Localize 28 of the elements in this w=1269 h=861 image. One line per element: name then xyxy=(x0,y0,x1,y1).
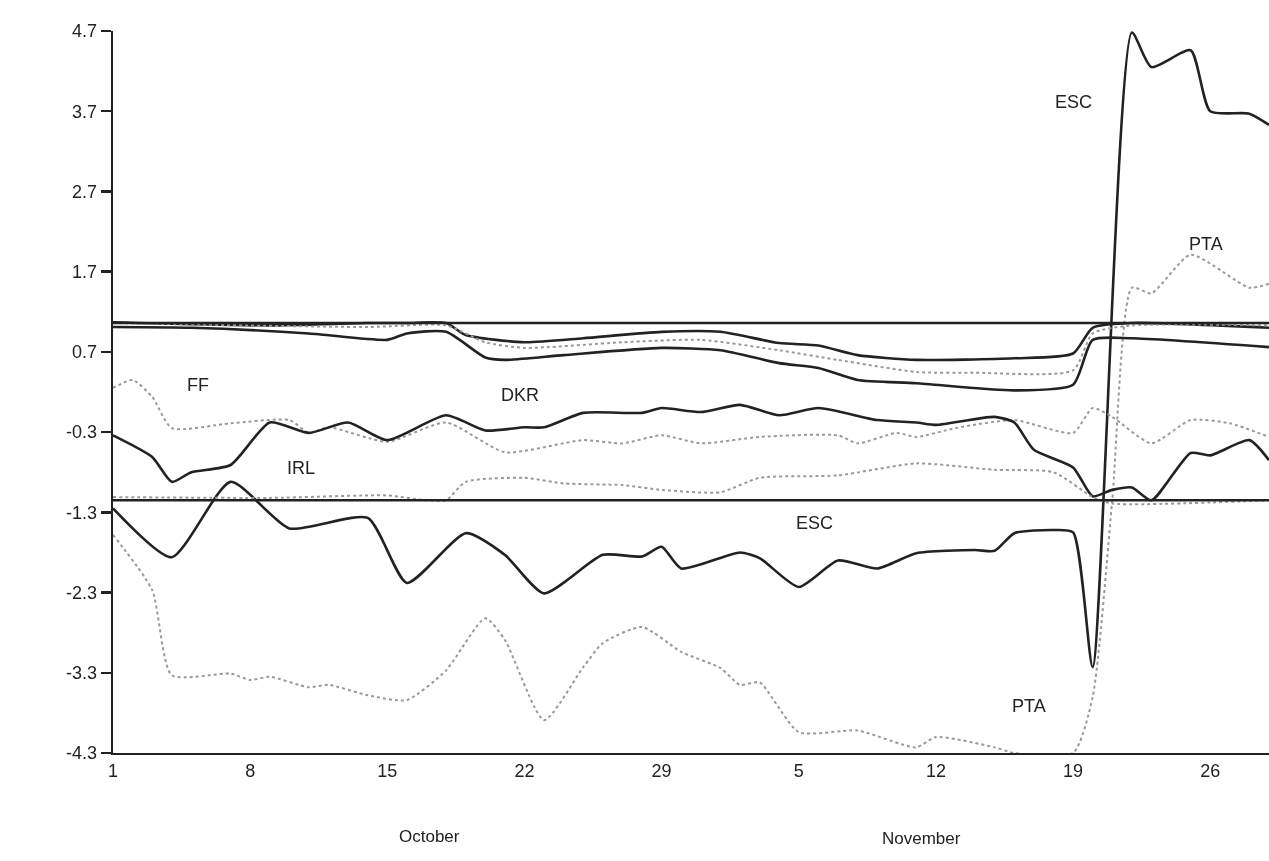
x-tick-label: 12 xyxy=(925,761,946,781)
y-tick-label: 4.7 xyxy=(71,21,97,42)
y-tick-label: -0.3 xyxy=(65,422,97,443)
y-tick-label: 3.7 xyxy=(71,101,97,122)
annotation: IRL xyxy=(287,458,316,478)
x-tick-label: 1 xyxy=(107,761,119,781)
x-tick-label: 26 xyxy=(1200,761,1221,781)
annotation: DKR xyxy=(501,385,540,405)
annotation: PTA xyxy=(1012,696,1046,716)
x-tick-label: 22 xyxy=(514,761,535,781)
y-tick-label: -2.3 xyxy=(65,582,97,603)
y-tick-label: 0.7 xyxy=(71,342,97,363)
annotation: ESC xyxy=(796,513,834,533)
y-tick-label: -4.3 xyxy=(65,743,97,764)
text: November xyxy=(882,829,961,848)
annotation: ESC xyxy=(1055,92,1093,112)
y-tick-label: 1.7 xyxy=(71,261,97,282)
x-tick-label: 29 xyxy=(651,761,672,781)
text: October xyxy=(399,827,460,846)
x-tick-label: 15 xyxy=(377,761,398,781)
annotation: PTA xyxy=(1189,234,1223,254)
y-tick-label: -1.3 xyxy=(65,502,97,523)
x-tick-label: 8 xyxy=(245,761,256,781)
x-tick-label: 19 xyxy=(1063,761,1084,781)
y-tick-label: -3.3 xyxy=(65,663,97,684)
annotation: FF xyxy=(187,375,209,395)
x-tick-label: 5 xyxy=(793,761,804,781)
y-tick-label: 2.7 xyxy=(71,181,97,202)
